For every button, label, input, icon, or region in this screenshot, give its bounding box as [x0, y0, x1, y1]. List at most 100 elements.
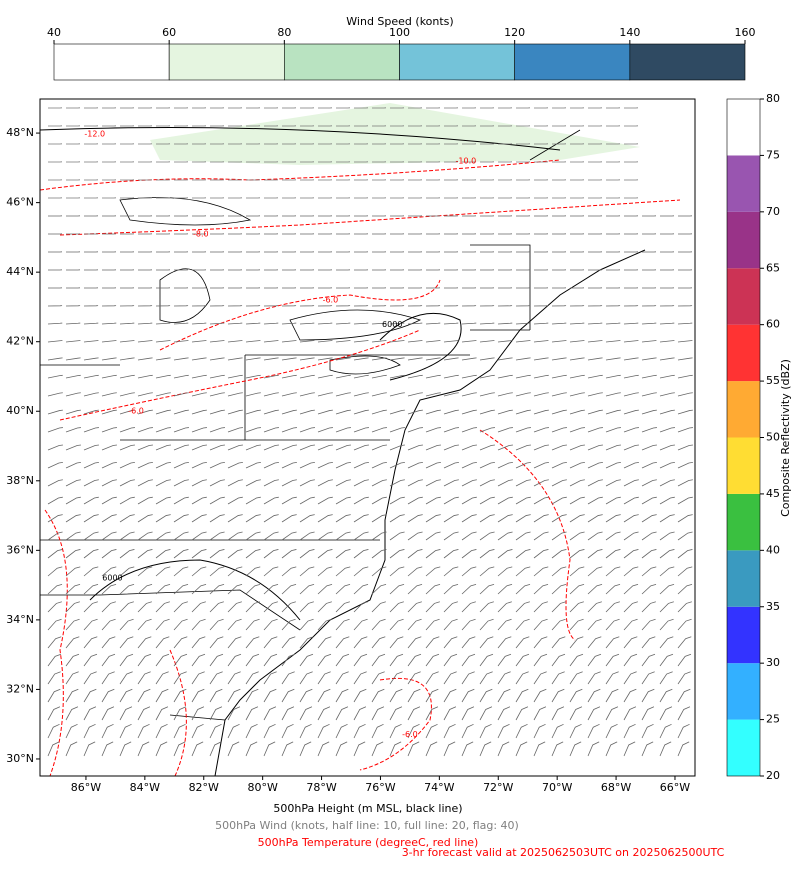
- wind-barb: [461, 374, 477, 379]
- wind-barb: [173, 549, 189, 559]
- wind-barb: [551, 340, 567, 343]
- wind-barb: [443, 496, 459, 505]
- wind-barb: [677, 374, 693, 379]
- wind-barb: [281, 636, 296, 649]
- wind-barb: [425, 566, 441, 577]
- wind-barb: [533, 531, 549, 541]
- wind-barb: [281, 566, 297, 577]
- wind-barb: [533, 549, 549, 559]
- wind-barb: [173, 409, 189, 415]
- wind-barb: [389, 427, 405, 433]
- wind-barb: [281, 322, 297, 325]
- reflectivity-color-segment: [727, 550, 760, 607]
- wind-barb: [227, 340, 243, 343]
- wind-barb: [65, 653, 80, 667]
- wind-barb: [605, 723, 618, 739]
- wind-barb: [587, 392, 603, 397]
- wind-barb: [173, 723, 186, 739]
- wind-barb: [641, 706, 655, 721]
- wind-barb: [569, 514, 585, 523]
- reflectivity-color-segment: [727, 155, 760, 212]
- wind-barb: [191, 653, 206, 667]
- wind-barb: [119, 444, 135, 451]
- wind-barb: [569, 583, 585, 595]
- wind-barb: [281, 583, 297, 595]
- wind-barb: [389, 322, 405, 325]
- wind-barb: [299, 566, 315, 577]
- wind-barb: [101, 688, 115, 703]
- y-tick-label: 38°N: [6, 474, 34, 487]
- wind-barb: [443, 706, 457, 721]
- wind-barb: [317, 340, 333, 343]
- wind-barb: [641, 531, 657, 541]
- wind-barb: [641, 427, 657, 433]
- wind-barb: [425, 636, 440, 649]
- wind-barb: [515, 671, 529, 685]
- wind-barb: [659, 653, 674, 667]
- wind-barb: [335, 374, 351, 379]
- wind-barb: [191, 496, 207, 505]
- wind-barb: [65, 322, 81, 325]
- wind-barb: [623, 461, 639, 469]
- wind-barb: [677, 688, 691, 703]
- wind-barb: [65, 741, 78, 757]
- wind-barb: [605, 549, 621, 559]
- wind-barb: [605, 357, 621, 361]
- wind-barb: [569, 409, 585, 415]
- wind-barb: [281, 653, 296, 667]
- wind-barb: [389, 531, 405, 541]
- wind-barb: [155, 427, 171, 433]
- wind-barb: [119, 461, 135, 469]
- wind-barb: [587, 583, 603, 595]
- wind-barb: [83, 514, 99, 523]
- wind-barb: [569, 549, 585, 559]
- wind-barb: [137, 461, 153, 469]
- wind-barb: [245, 374, 261, 379]
- x-tick-label: 80°W: [247, 781, 277, 794]
- wind-barb: [479, 514, 495, 523]
- reflectivity-tick-label: 40: [766, 543, 780, 556]
- wind-barb: [119, 566, 135, 577]
- wind-barb: [335, 496, 351, 505]
- y-tick-label: 36°N: [6, 543, 34, 556]
- wind-barb: [155, 549, 171, 559]
- contour-label: -10.0: [456, 156, 477, 165]
- wind-barb: [659, 549, 675, 559]
- wind-barb: [587, 340, 603, 343]
- wind-barb: [263, 479, 279, 487]
- wind-barb: [47, 566, 63, 577]
- wind-barb: [299, 723, 312, 739]
- wind-barb: [533, 427, 549, 433]
- wind-barb: [281, 531, 297, 541]
- wind-barb: [335, 671, 349, 685]
- wind-barb: [47, 531, 63, 541]
- wind-barb: [479, 688, 493, 703]
- wind-tick-label: 60: [162, 26, 176, 39]
- wind-barb: [605, 496, 621, 505]
- wind-barb: [389, 409, 405, 415]
- wind-barb: [479, 427, 495, 433]
- wind-barb: [389, 461, 405, 469]
- wind-barb: [533, 322, 549, 325]
- wind-barb: [191, 427, 207, 433]
- wind-barb: [641, 444, 657, 451]
- wind-barb: [155, 444, 171, 451]
- wind-barb: [677, 514, 693, 523]
- wind-barb: [623, 706, 637, 721]
- wind-barb: [533, 357, 549, 361]
- wind-barb: [551, 723, 564, 739]
- reflectivity-color-segment: [727, 211, 760, 269]
- wind-barb: [173, 461, 189, 469]
- wind-barb: [173, 566, 189, 577]
- wind-barb: [209, 618, 224, 631]
- wind-barb: [209, 427, 225, 433]
- wind-barb: [317, 479, 333, 487]
- wind-barb: [353, 444, 369, 451]
- wind-barb: [407, 601, 422, 613]
- wind-barb: [101, 496, 117, 505]
- wind-barb: [65, 549, 81, 559]
- wind-barb: [119, 479, 135, 487]
- wind-barb: [407, 549, 423, 559]
- wind-barb: [65, 636, 80, 649]
- reflectivity-tick-label: 50: [766, 431, 780, 444]
